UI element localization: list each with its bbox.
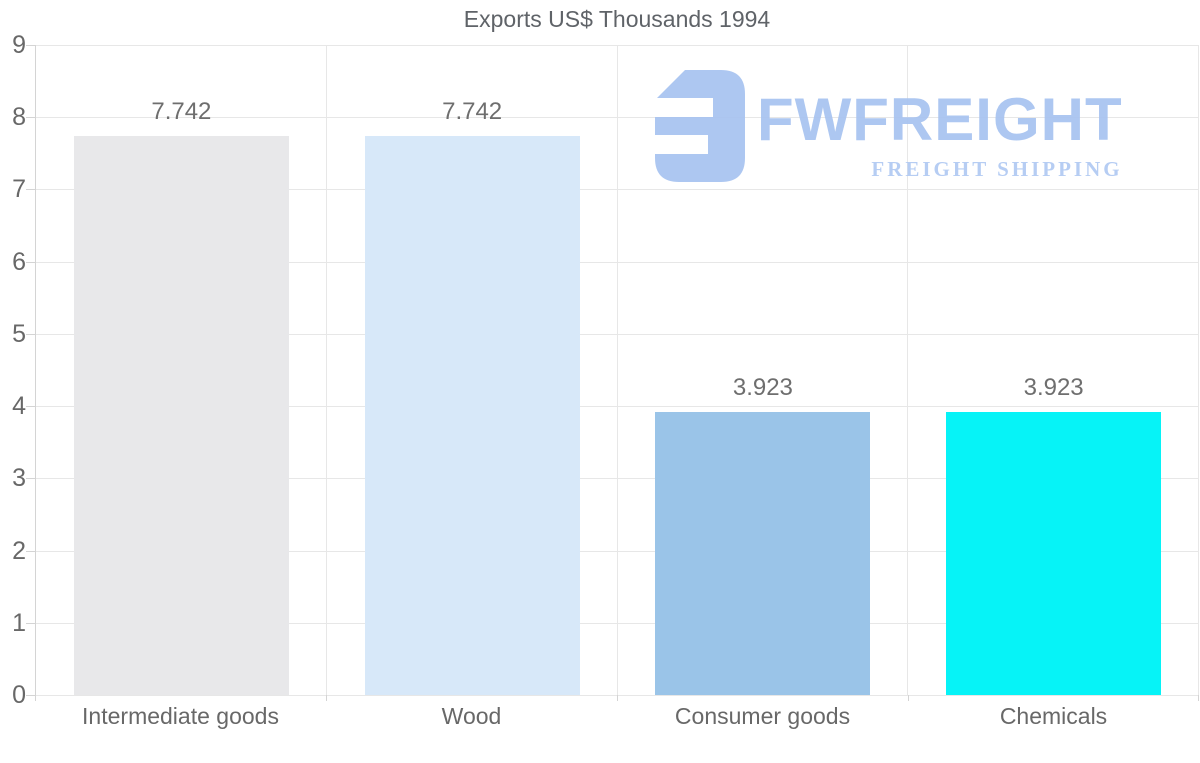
x-category-label: Consumer goods — [674, 703, 851, 729]
y-tick-label: 5 — [12, 319, 26, 348]
bar-value-label: 3.923 — [732, 373, 793, 401]
v-gridline — [616, 45, 618, 695]
v-gridline — [1198, 45, 1199, 695]
brand-watermark: FWFREIGHT FREIGHT SHIPPING — [655, 70, 1123, 182]
x-tick-mark — [1198, 695, 1199, 701]
bar-wood — [364, 135, 580, 695]
y-tick-mark — [26, 189, 35, 191]
v-gridline — [907, 45, 909, 695]
y-tick-label: 8 — [12, 103, 26, 132]
y-tick-label: 9 — [12, 31, 26, 59]
h-gridline — [36, 622, 1199, 624]
y-tick-label: 4 — [12, 392, 26, 421]
brand-text-block: FWFREIGHT FREIGHT SHIPPING — [757, 90, 1123, 182]
y-tick-mark — [26, 406, 35, 408]
x-tick-mark — [35, 695, 36, 701]
h-gridline — [36, 333, 1199, 335]
bar-value-label: 7.742 — [151, 97, 212, 125]
bar-value-label: 7.742 — [442, 97, 503, 125]
x-category-label: Intermediate goods — [82, 703, 279, 729]
h-gridline — [36, 550, 1199, 552]
y-tick-mark — [26, 695, 35, 696]
y-tick-mark — [26, 261, 35, 263]
plot-area: 7.742 7.742 3.923 3.923 — [35, 45, 1199, 696]
bar-consumer-goods — [655, 411, 871, 695]
y-tick-label: 7 — [12, 175, 26, 204]
x-category-label: Wood — [441, 703, 502, 729]
bar-value-label: 3.923 — [1023, 373, 1084, 401]
bar-chemicals — [946, 411, 1162, 695]
x-tick-mark — [908, 695, 909, 701]
x-category-label: Chemicals — [999, 703, 1108, 729]
v-gridline — [325, 45, 327, 695]
chart-title: Exports US$ Thousands 1994 — [463, 6, 771, 32]
brand-name: FWFREIGHT — [757, 86, 1123, 153]
y-tick-mark — [26, 478, 35, 480]
y-tick-mark — [26, 622, 35, 624]
y-tick-label: 1 — [12, 608, 26, 637]
h-gridline — [36, 45, 1199, 46]
y-tick-label: 0 — [12, 681, 26, 709]
h-gridline — [36, 478, 1199, 480]
y-tick-label: 2 — [12, 536, 26, 565]
y-axis: 0 1 2 3 4 5 6 7 8 9 — [0, 33, 35, 708]
fwfreight-logo-icon — [655, 70, 745, 182]
y-tick-mark — [26, 333, 35, 335]
y-tick-label: 3 — [12, 464, 26, 493]
y-tick-mark — [26, 45, 35, 46]
bar-intermediate-goods — [73, 135, 289, 695]
h-gridline — [36, 189, 1199, 191]
h-gridline — [36, 261, 1199, 263]
brand-tagline: FREIGHT SHIPPING — [871, 157, 1123, 181]
x-tick-mark — [617, 695, 618, 701]
y-tick-mark — [26, 117, 35, 119]
x-tick-mark — [326, 695, 327, 701]
x-axis: Intermediate goods Wood Consumer goods Chem… — [35, 703, 1199, 730]
y-tick-label: 6 — [12, 247, 26, 276]
h-gridline — [36, 117, 1199, 119]
h-gridline — [36, 406, 1199, 408]
y-tick-mark — [26, 550, 35, 552]
